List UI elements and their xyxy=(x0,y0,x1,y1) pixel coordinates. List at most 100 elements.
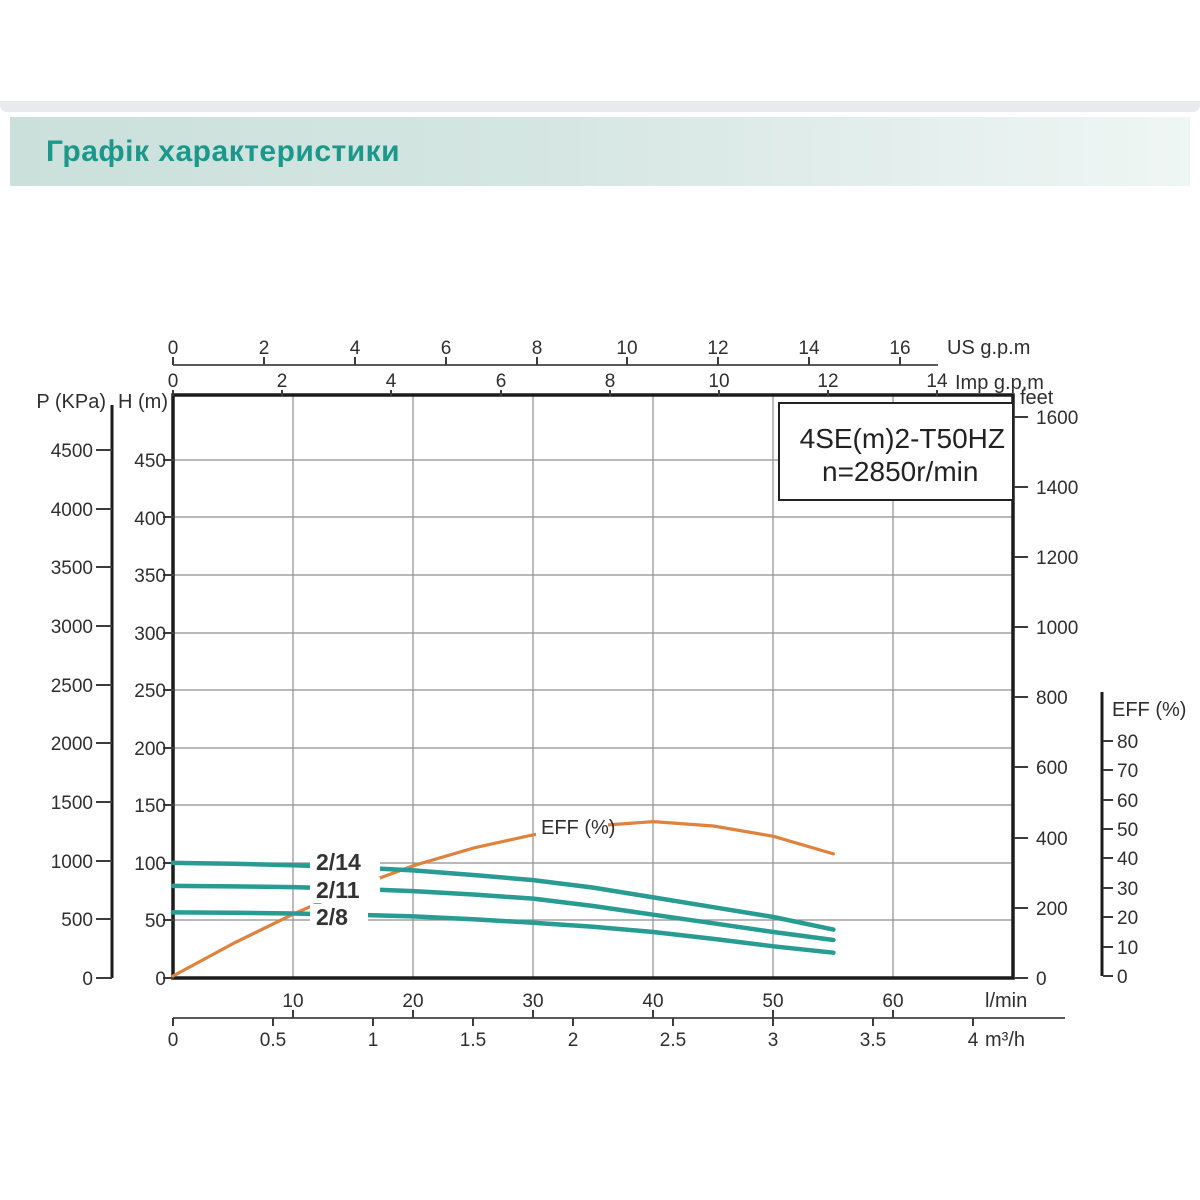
feet-ticks xyxy=(1014,416,1028,979)
curve-label-2-14: 2/14 xyxy=(316,849,361,875)
us-gpm-tick-label: 16 xyxy=(889,338,910,359)
label-backdrop xyxy=(536,814,608,842)
label-backdrop xyxy=(310,904,368,930)
feet-tick-label: 0 xyxy=(1036,969,1047,990)
axis-feet: feet 1600 1400 1200 1000 800 600 400 200… xyxy=(1014,387,1078,990)
h-m-tick-label: 350 xyxy=(134,566,166,587)
l-min-ticks xyxy=(292,1010,894,1018)
m3-h-tick-label: 4 xyxy=(968,1030,979,1051)
p-kpa-axis-title: P (KPa) xyxy=(36,391,106,413)
m3-h-tick-label: 3.5 xyxy=(860,1030,886,1051)
us-gpm-tick-label: 8 xyxy=(532,338,543,359)
feet-tick-label: 400 xyxy=(1036,829,1068,850)
pump-speed-label: n=2850r/min xyxy=(822,456,978,487)
horizontal-gridlines xyxy=(173,459,1013,921)
eff-axis-title: EFF (%) xyxy=(1112,699,1186,721)
page-title: Графік характеристики xyxy=(46,134,401,168)
feet-tick-label: 1000 xyxy=(1036,618,1078,639)
imp-gpm-tick-label: 4 xyxy=(386,371,397,392)
eff-tick-label: 40 xyxy=(1117,849,1138,870)
h-m-tick-label: 0 xyxy=(155,969,166,990)
p-kpa-ticks xyxy=(96,449,112,979)
imp-gpm-axis-title: Imp g.p.m xyxy=(955,372,1044,394)
p-kpa-tick-label: 2500 xyxy=(51,676,93,697)
feet-tick-label: 1200 xyxy=(1036,548,1078,569)
feet-axis-title: feet xyxy=(1020,387,1054,409)
eff-curve-label: EFF (%) xyxy=(541,817,615,839)
eff-tick-label: 60 xyxy=(1117,791,1138,812)
feet-tick-label: 1400 xyxy=(1036,478,1078,499)
h-m-tick-label: 100 xyxy=(134,854,166,875)
curve-labels: 2/14 2/11 2/8 EFF (%) xyxy=(310,814,615,930)
m3-h-tick-label: 2 xyxy=(568,1030,579,1051)
us-gpm-tick-label: 4 xyxy=(350,338,361,359)
us-gpm-tick-label: 10 xyxy=(616,338,637,359)
imp-gpm-tick-label: 6 xyxy=(496,371,507,392)
us-gpm-tick-label: 0 xyxy=(168,338,179,359)
m3-h-axis-title: m³/h xyxy=(985,1029,1025,1051)
h-m-tick-label: 200 xyxy=(134,739,166,760)
p-kpa-tick-label: 1500 xyxy=(51,793,93,814)
l-min-tick-label: 40 xyxy=(642,991,663,1012)
section-header: Графік характеристики xyxy=(10,117,1190,186)
feet-tick-label: 800 xyxy=(1036,688,1068,709)
curve-label-2-8: 2/8 xyxy=(316,904,348,930)
p-kpa-tick-label: 0 xyxy=(82,969,93,990)
feet-tick-label: 1600 xyxy=(1036,408,1078,429)
l-min-axis-title: l/min xyxy=(985,990,1027,1012)
axis-us-gpm: 0 2 4 6 8 10 12 14 16 US g.p.m xyxy=(168,337,1030,366)
h-m-ticks xyxy=(163,459,174,979)
m3-h-tick-label: 0.5 xyxy=(260,1030,286,1051)
imp-gpm-tick-label: 8 xyxy=(605,371,616,392)
axis-h-m: H (m) 450 400 350 300 250 200 150 100 50… xyxy=(118,391,174,990)
us-gpm-tick-label: 14 xyxy=(798,338,820,359)
p-kpa-tick-label: 4500 xyxy=(51,441,93,462)
h-m-tick-label: 400 xyxy=(134,509,166,530)
model-box-border xyxy=(778,402,1014,501)
h-m-tick-label: 450 xyxy=(134,451,166,472)
axis-bottom: 10 20 30 40 50 60 l/min 0 0.5 1 1.5 2 2.… xyxy=(168,990,1065,1051)
p-kpa-tick-label: 2000 xyxy=(51,734,93,755)
p-kpa-tick-label: 3000 xyxy=(51,617,93,638)
m3-h-tick-label: 2.5 xyxy=(660,1030,686,1051)
eff-tick-label: 80 xyxy=(1117,732,1138,753)
axis-eff: EFF (%) 80 70 60 50 40 30 20 10 0 xyxy=(1100,692,1186,988)
eff-ticks xyxy=(1103,740,1113,977)
p-kpa-tick-label: 1000 xyxy=(51,852,93,873)
h-m-tick-label: 50 xyxy=(145,911,166,932)
imp-gpm-ticks xyxy=(172,390,938,396)
label-backdrop xyxy=(310,849,380,875)
head-curve-2-8 xyxy=(170,910,836,955)
us-gpm-tick-label: 6 xyxy=(441,338,452,359)
section-divider xyxy=(0,101,1200,112)
label-backdrop xyxy=(310,877,380,903)
feet-tick-label: 600 xyxy=(1036,758,1068,779)
h-m-tick-label: 150 xyxy=(134,796,166,817)
l-min-tick-label: 30 xyxy=(522,991,543,1012)
us-gpm-tick-label: 12 xyxy=(707,338,728,359)
feet-tick-label: 200 xyxy=(1036,899,1068,920)
eff-tick-label: 10 xyxy=(1117,938,1138,959)
us-gpm-tick-label: 2 xyxy=(259,338,270,359)
m3-h-tick-label: 1.5 xyxy=(460,1030,486,1051)
us-gpm-ticks xyxy=(172,357,901,365)
imp-gpm-tick-label: 2 xyxy=(277,371,288,392)
eff-tick-label: 0 xyxy=(1117,967,1128,988)
p-kpa-tick-label: 500 xyxy=(61,910,93,931)
h-m-axis-title: H (m) xyxy=(118,391,168,413)
m3-h-tick-label: 0 xyxy=(168,1030,179,1051)
l-min-tick-label: 10 xyxy=(282,991,303,1012)
m3-h-tick-label: 3 xyxy=(768,1030,779,1051)
l-min-tick-label: 60 xyxy=(882,991,903,1012)
model-label-box: 4SE(m)2-T50HZ n=2850r/min xyxy=(778,402,1014,501)
p-kpa-tick-label: 4000 xyxy=(51,500,93,521)
pump-curve-chart: 0 2 4 6 8 10 12 14 16 US g.p.m 0 2 4 6 8… xyxy=(36,337,1186,1051)
h-m-tick-label: 300 xyxy=(134,624,166,645)
l-min-tick-label: 20 xyxy=(402,991,423,1012)
imp-gpm-tick-label: 10 xyxy=(708,371,729,392)
pump-model-label: 4SE(m)2-T50HZ xyxy=(800,423,1005,454)
imp-gpm-tick-label: 14 xyxy=(926,371,948,392)
h-m-tick-label: 250 xyxy=(134,681,166,702)
plot-border xyxy=(171,393,1015,980)
eff-tick-label: 50 xyxy=(1117,820,1138,841)
